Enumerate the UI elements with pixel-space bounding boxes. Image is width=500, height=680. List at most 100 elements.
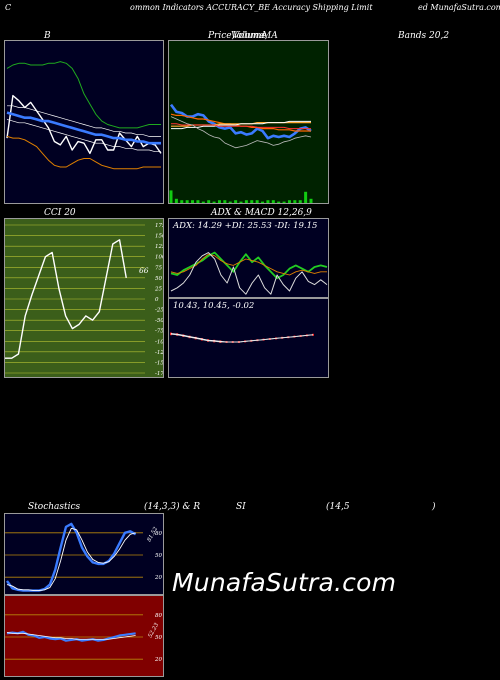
ma-red-line: [171, 123, 311, 130]
header-left: C: [5, 3, 12, 12]
cci-tick-label: 100: [155, 255, 164, 261]
price-svg: [169, 103, 313, 203]
stoch-d-line: [6, 527, 136, 591]
stoch-tick-label: 20: [154, 575, 162, 581]
cci-title: CCI 20: [44, 208, 76, 218]
middle-band-upper-edge: [7, 105, 161, 137]
adx-macd-title: ADX & MACD 12,26,9: [211, 208, 312, 218]
volume-bar: [180, 200, 184, 203]
middle-band-line: [6, 111, 161, 145]
volume-bar: [282, 201, 286, 203]
cci-tick-label: 175: [155, 223, 164, 229]
bollinger-svg: [6, 61, 162, 170]
rsi-tick-label: 20: [154, 657, 162, 663]
adx-svg: [170, 251, 328, 295]
price-panel: [168, 40, 329, 204]
volume-bar: [239, 201, 243, 203]
watermark: MunafaSutra.com: [172, 568, 397, 597]
cci-line: [5, 239, 127, 359]
rsi-ma-line: [6, 632, 136, 640]
volume-bar: [185, 200, 189, 203]
cci-tick-label: 50: [155, 276, 162, 282]
cci-tick-label: -50: [155, 318, 164, 324]
cci-svg: 175 150 125 100 75 50 25 0 -25 -50 -75 -100 -125 -150…: [5, 223, 164, 377]
bollinger-title: B: [44, 31, 51, 41]
rsi-panel: 80 50 20 52.23: [4, 595, 164, 677]
volume-bar: [234, 200, 238, 203]
price-title-ma: MA: [262, 31, 278, 41]
price-title-volume-b: Volume: [233, 31, 267, 41]
upper-band-line: [6, 61, 161, 129]
volume-bar: [293, 200, 297, 203]
cci-tick-label: 0: [155, 297, 159, 303]
minus-di-line: [170, 253, 327, 276]
stoch-title: Stochastics: [28, 502, 81, 512]
volume-bar: [201, 201, 205, 203]
middle-band-lower-edge: [6, 119, 161, 153]
volume-bar: [298, 200, 302, 203]
cci-tick-label: -25: [155, 308, 164, 314]
lower-band-line: [6, 135, 161, 170]
header-right: ed MunafaSutra.com: [418, 3, 500, 12]
bollinger-panel: [4, 40, 164, 204]
cci-tick-label: 25: [154, 286, 162, 292]
rsi-params-close: ): [432, 502, 436, 512]
adx-panel: ADX: 14.29 +DI: 25.53 -DI: 19.15: [168, 218, 329, 298]
volume-bar: [255, 200, 259, 203]
plus-di-line: [170, 251, 328, 280]
volume-bar: [244, 200, 248, 203]
ma-blue-line: [169, 103, 312, 140]
volume-bar: [217, 200, 221, 203]
volume-bar: [287, 200, 291, 203]
cci-tick-label: -75: [155, 329, 164, 335]
volume-bar: [271, 200, 275, 203]
cci-tick-label: 150: [155, 234, 164, 240]
stoch-tick-label: 80: [155, 531, 162, 537]
adx-label: ADX: 14.29 +DI: 25.53 -DI: 19.15: [173, 221, 318, 231]
stoch-tick-label: 50: [155, 553, 162, 559]
price-title-price: Price,: [208, 31, 235, 41]
cci-tick-label: -100: [155, 339, 164, 345]
volume-bar: [174, 198, 178, 203]
volume-bar: [191, 200, 195, 203]
volume-bar: [207, 200, 211, 203]
cci-tick-label: -175: [155, 371, 164, 377]
stoch-panel: 80 50 20 81.52: [4, 513, 164, 595]
ma-white-line: [171, 120, 311, 130]
rsi-line: [6, 630, 136, 642]
cci-tick-label: 125: [155, 244, 164, 250]
volume-bar: [277, 201, 281, 203]
cci-tick-label: 75: [155, 265, 162, 271]
rsi-title: SI: [236, 502, 246, 512]
signal-line: [170, 333, 314, 343]
volume-bar: [250, 200, 254, 203]
header-title: ommon Indicators ACCURACY_BE Accuracy Sh…: [130, 3, 373, 12]
volume-bar: [266, 200, 270, 203]
macd-label: 10.43, 10.45, -0.02: [173, 301, 255, 311]
bands-title: Bands 20,2: [398, 31, 450, 41]
volume-bar: [196, 200, 200, 203]
volume-bar: [228, 201, 232, 203]
cci-last-value: 66: [139, 266, 149, 275]
rsi-tick-label: 50: [155, 635, 162, 641]
volume-bar: [212, 201, 216, 203]
rsi-tick-label: 80: [155, 613, 162, 619]
stoch-params: (14,3,3) & R: [144, 502, 201, 512]
cci-tick-label: -125: [155, 350, 164, 356]
macd-histogram-bar: [312, 333, 314, 336]
volume-bar: [223, 200, 227, 203]
volume-bar: [169, 190, 173, 203]
rsi-params: (14,5: [326, 502, 350, 512]
cci-panel: 175 150 125 100 75 50 25 0 -25 -50 -75 -100 -125 -150…: [4, 218, 164, 378]
price-line: [170, 116, 312, 149]
volume-bar: [261, 201, 265, 203]
cci-tick-label: -150: [155, 360, 164, 366]
price-title-volume-a: Volume,: [231, 31, 268, 41]
stoch-k-line: [6, 522, 137, 592]
macd-panel: 10.43, 10.45, -0.02: [168, 298, 329, 378]
volume-bar: [304, 191, 308, 203]
macd-svg: [170, 332, 314, 343]
volume-bar: [309, 198, 313, 203]
